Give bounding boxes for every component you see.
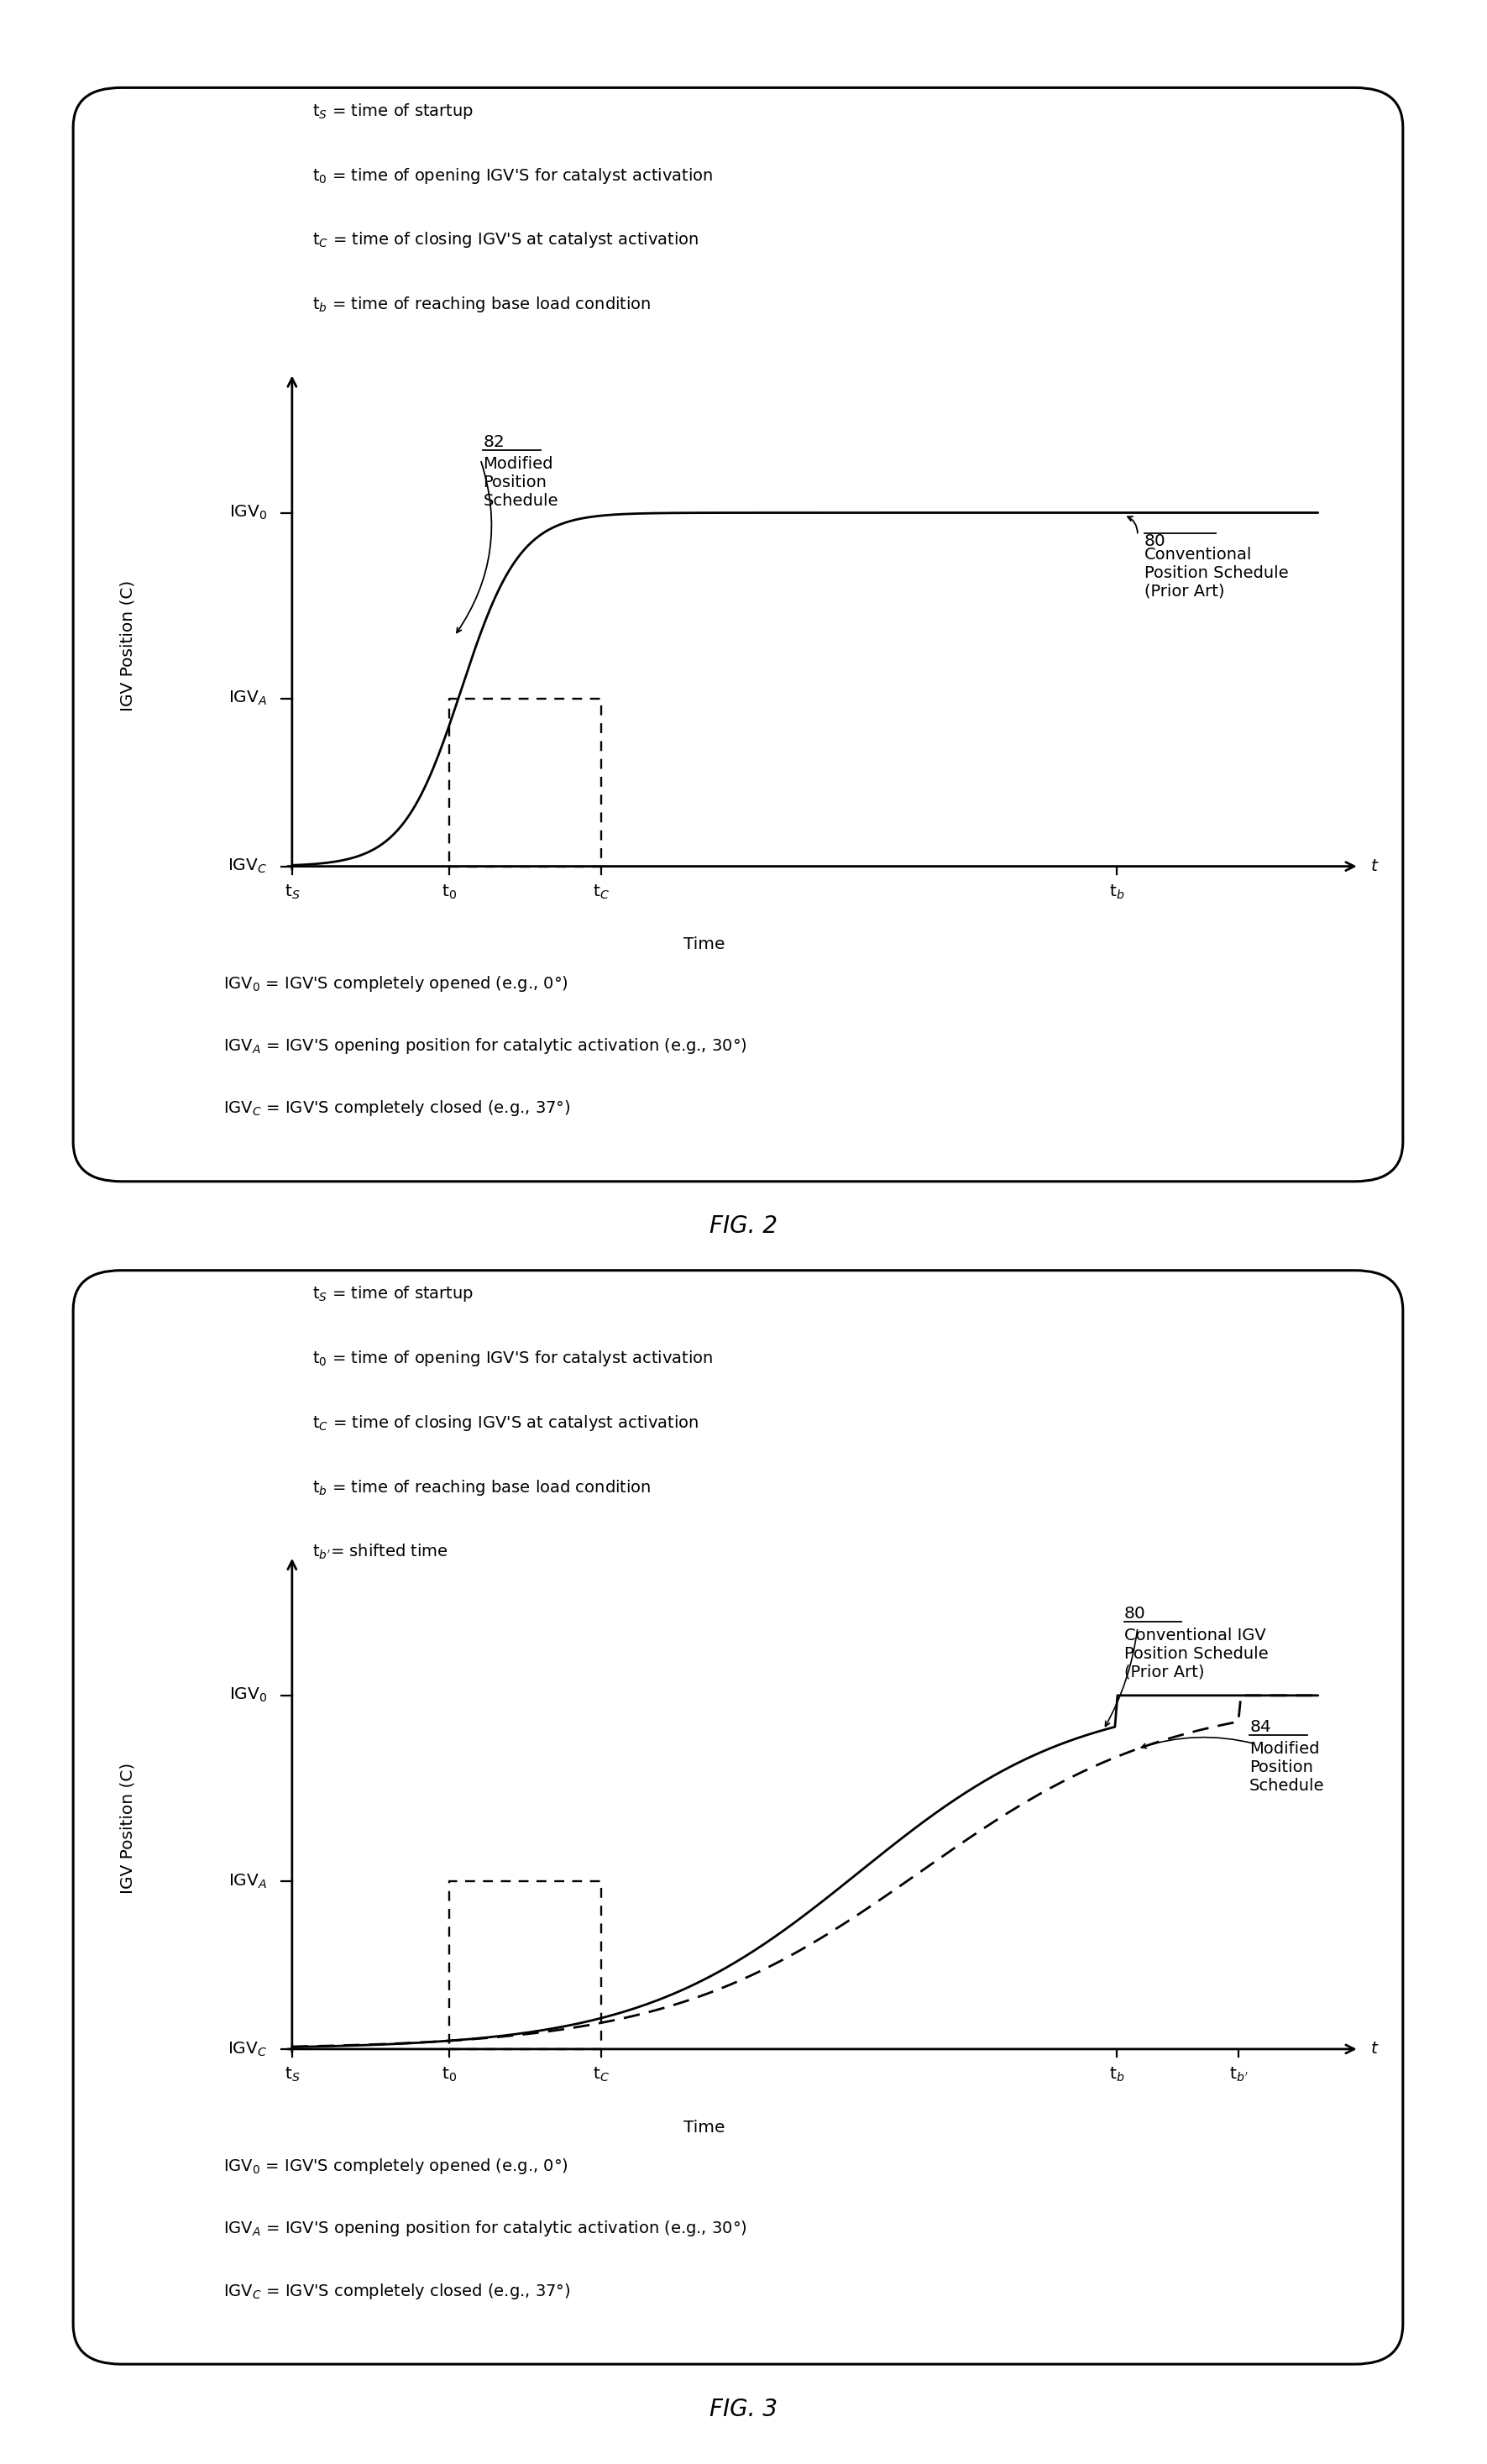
Text: IGV$_A$: IGV$_A$ xyxy=(229,1873,268,1890)
Text: t$_b$ = time of reaching base load condition: t$_b$ = time of reaching base load condi… xyxy=(312,1478,651,1498)
Text: $t$: $t$ xyxy=(1370,857,1378,875)
Text: t$_b$: t$_b$ xyxy=(1109,2065,1124,2085)
Text: Conventional
Position Schedule
(Prior Art): Conventional Position Schedule (Prior Ar… xyxy=(1145,547,1289,599)
Text: IGV$_C$ = IGV'S completely closed (e.g., 37°): IGV$_C$ = IGV'S completely closed (e.g.,… xyxy=(223,2282,571,2301)
Text: FIG. 3: FIG. 3 xyxy=(709,2397,778,2422)
Text: IGV$_A$: IGV$_A$ xyxy=(229,690,268,707)
Text: t$_b$ = time of reaching base load condition: t$_b$ = time of reaching base load condi… xyxy=(312,296,651,315)
Text: IGV$_0$: IGV$_0$ xyxy=(229,503,268,522)
Text: IGV$_0$ = IGV'S completely opened (e.g., 0°): IGV$_0$ = IGV'S completely opened (e.g.,… xyxy=(223,973,568,993)
Text: 84: 84 xyxy=(1249,1720,1271,1735)
Text: $t$: $t$ xyxy=(1370,2040,1378,2057)
Text: IGV$_0$: IGV$_0$ xyxy=(229,1685,268,1705)
Text: t$_S$: t$_S$ xyxy=(284,882,300,902)
Text: IGV$_A$ = IGV'S opening position for catalytic activation (e.g., 30°): IGV$_A$ = IGV'S opening position for cat… xyxy=(223,1037,748,1055)
Text: t$_S$ = time of startup: t$_S$ = time of startup xyxy=(312,1284,474,1303)
Text: Time: Time xyxy=(684,936,726,954)
Text: 82: 82 xyxy=(483,434,504,451)
Text: FIG. 2: FIG. 2 xyxy=(709,1215,778,1239)
Text: IGV$_A$ = IGV'S opening position for catalytic activation (e.g., 30°): IGV$_A$ = IGV'S opening position for cat… xyxy=(223,2220,748,2237)
Text: IGV$_0$ = IGV'S completely opened (e.g., 0°): IGV$_0$ = IGV'S completely opened (e.g.,… xyxy=(223,2156,568,2176)
Text: t$_S$: t$_S$ xyxy=(284,2065,300,2085)
Text: t$_0$ = time of opening IGV'S for catalyst activation: t$_0$ = time of opening IGV'S for cataly… xyxy=(312,165,714,185)
Text: IGV$_C$ = IGV'S completely closed (e.g., 37°): IGV$_C$ = IGV'S completely closed (e.g.,… xyxy=(223,1099,571,1119)
Text: t$_0$: t$_0$ xyxy=(442,2065,457,2085)
Text: IGV$_C$: IGV$_C$ xyxy=(228,2040,268,2057)
Text: IGV$_C$: IGV$_C$ xyxy=(228,857,268,875)
Text: t$_0$ = time of opening IGV'S for catalyst activation: t$_0$ = time of opening IGV'S for cataly… xyxy=(312,1348,714,1368)
Text: 80: 80 xyxy=(1145,532,1166,549)
Text: Modified
Position
Schedule: Modified Position Schedule xyxy=(483,456,558,510)
Text: IGV Position (C): IGV Position (C) xyxy=(120,1762,135,1895)
Text: 80: 80 xyxy=(1124,1607,1145,1621)
Text: t$_C$: t$_C$ xyxy=(592,882,610,902)
Text: Time: Time xyxy=(684,2119,726,2136)
Text: Conventional IGV
Position Schedule
(Prior Art): Conventional IGV Position Schedule (Prio… xyxy=(1124,1626,1268,1680)
Text: Modified
Position
Schedule: Modified Position Schedule xyxy=(1249,1740,1325,1794)
Text: t$_S$ = time of startup: t$_S$ = time of startup xyxy=(312,101,474,121)
Text: t$_b$: t$_b$ xyxy=(1109,882,1124,902)
Text: t$_{b'}$= shifted time: t$_{b'}$= shifted time xyxy=(312,1542,449,1562)
Text: t$_C$ = time of closing IGV'S at catalyst activation: t$_C$ = time of closing IGV'S at catalys… xyxy=(312,1414,699,1432)
Text: t$_{b'}$: t$_{b'}$ xyxy=(1230,2065,1248,2085)
Text: t$_C$ = time of closing IGV'S at catalyst activation: t$_C$ = time of closing IGV'S at catalys… xyxy=(312,232,699,249)
Text: IGV Position (C): IGV Position (C) xyxy=(120,579,135,712)
Text: t$_0$: t$_0$ xyxy=(442,882,457,902)
Text: t$_C$: t$_C$ xyxy=(592,2065,610,2085)
